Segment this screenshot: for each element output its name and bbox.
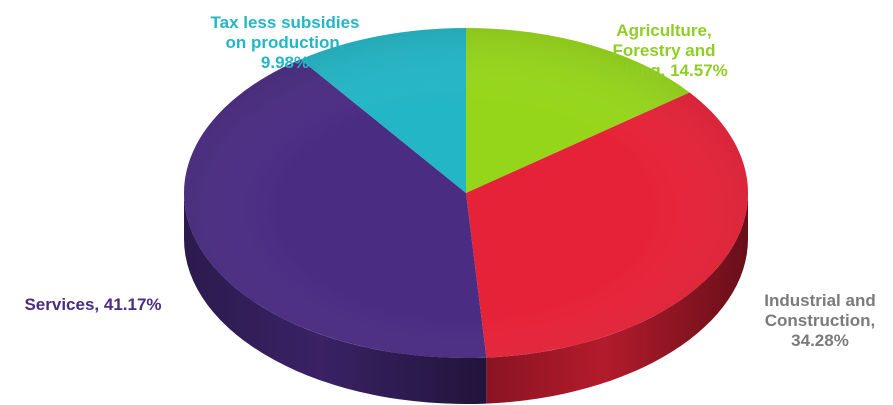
data-label-line: Forestry and xyxy=(613,41,716,60)
data-label-services: Services, 41.17% xyxy=(24,295,161,314)
data-label-line: Industrial and xyxy=(764,291,875,310)
data-label-line: Tax less subsidies xyxy=(211,13,360,32)
pie-side-industrial-and-construction xyxy=(486,193,748,404)
data-label-line: on production, xyxy=(226,33,345,52)
data-label-line: 9.98% xyxy=(261,53,309,72)
data-label-agriculture-forestry-and-fishing: Agriculture, Forestry and Fishing, 14.57% xyxy=(600,21,728,80)
data-label-industrial-and-construction: Industrial and Construction, 34.28% xyxy=(764,291,875,350)
data-label-line: Services, 41.17% xyxy=(24,295,161,314)
data-label-tax-less-subsidies-on-production: Tax less subsidies on production, 9.98% xyxy=(211,13,360,72)
pie-side-services xyxy=(184,193,487,404)
data-label-line: Construction, xyxy=(765,311,876,330)
data-label-line: Fishing, 14.57% xyxy=(600,61,728,80)
data-label-line: Agriculture, xyxy=(616,21,711,40)
data-label-line: 34.28% xyxy=(791,331,849,350)
pie-top-shading xyxy=(184,28,748,358)
